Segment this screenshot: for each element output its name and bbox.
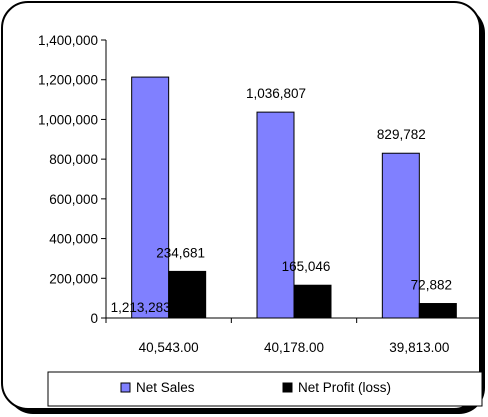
bar-net-profit [293, 284, 332, 319]
bar-net-profit [418, 303, 457, 319]
y-tick-label: 800,000 [49, 152, 98, 167]
data-label-net-profit: 165,046 [282, 259, 331, 274]
bar-net-sales [256, 111, 295, 319]
bar-net-sales [381, 152, 420, 319]
legend-label-net-sales: Net Sales [136, 380, 195, 395]
data-label-net-sales: 829,782 [377, 127, 426, 142]
x-tick-label: 40,178.00 [264, 340, 324, 355]
y-tick-label: 0 [90, 311, 98, 326]
y-tick-label: 1,200,000 [38, 73, 98, 88]
y-tick-label: 400,000 [49, 232, 98, 247]
data-label-net-sales: 1,036,807 [246, 86, 306, 101]
data-label-net-profit: 234,681 [156, 245, 205, 260]
x-tick-label: 39,813.00 [389, 340, 449, 355]
legend-swatch-net-sales [120, 382, 131, 393]
x-tick-label: 40,543.00 [139, 340, 199, 355]
y-tick-label: 600,000 [49, 192, 98, 207]
legend: Net Sales Net Profit (loss) [47, 371, 483, 407]
plot-area: 0 200,000 400,000 600,000 800,000 1,000,000 1,… [38, 33, 483, 355]
legend-box [47, 371, 483, 407]
data-label-net-profit: 72,882 [411, 278, 452, 293]
legend-label-net-profit: Net Profit (loss) [298, 380, 391, 395]
y-tick-label: 1,000,000 [38, 112, 98, 127]
bar-net-sales [131, 76, 170, 319]
y-tick-label: 1,400,000 [38, 33, 98, 48]
bar-net-profit [168, 270, 207, 319]
chart-area [1, 1, 481, 410]
y-tick-label: 200,000 [49, 271, 98, 286]
legend-swatch-net-profit [282, 382, 293, 393]
data-label-net-sales: 1,213,283 [111, 300, 171, 315]
